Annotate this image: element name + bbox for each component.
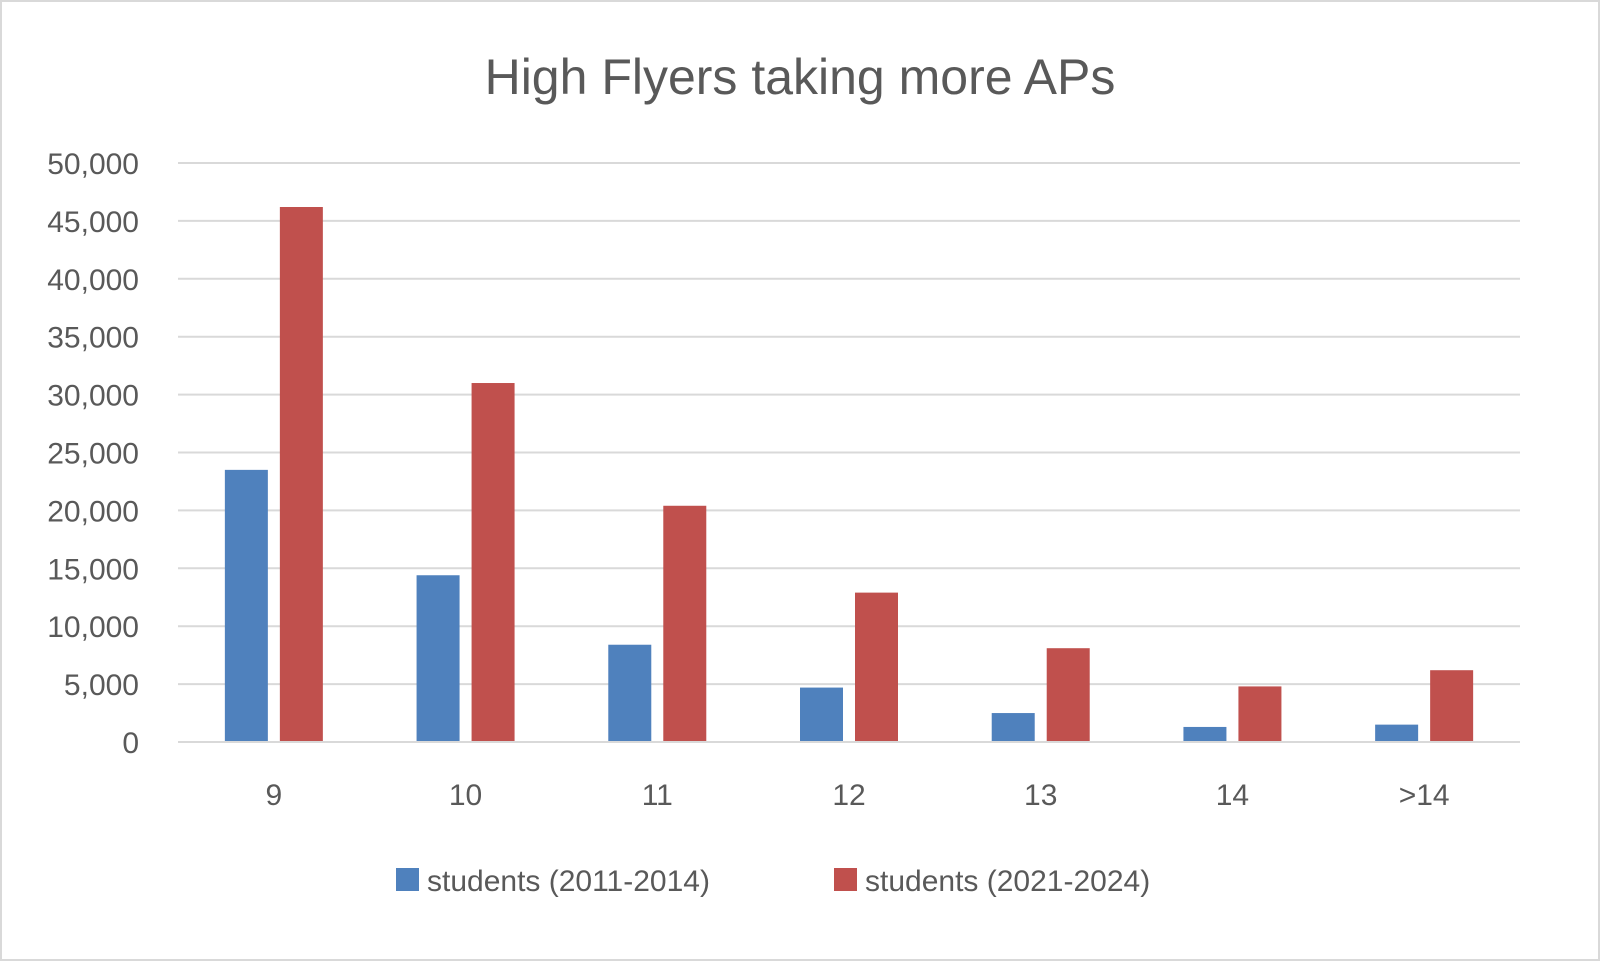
x-tick-label: 14 [1216,779,1249,812]
y-tick-label: 15,000 [47,553,139,586]
y-tick-label: 30,000 [47,380,139,413]
bars [224,207,1474,742]
bar-series-2-3 [855,592,898,742]
y-tick-label: 40,000 [47,264,139,297]
x-tick-label: 13 [1024,779,1057,812]
y-tick-label: 50,000 [47,148,139,181]
y-axis-tick-labels: 0 5,000 10,000 15,000 20,000 25,000 30,000 35,0… [47,148,139,760]
x-tick-label: 11 [642,779,673,812]
y-tick-label: 20,000 [47,495,139,528]
y-tick-label: 25,000 [47,438,139,471]
legend-swatch-1 [396,868,419,891]
bar-series-1-1 [416,575,460,742]
x-tick-label: 9 [266,779,283,812]
y-tick-label: 35,000 [47,322,139,355]
bar-series-1-4 [991,713,1035,742]
legend: students (2011-2014) students (2021-2024) [396,865,1150,898]
legend-label-1: students (2011-2014) [427,865,710,898]
x-tick-label: 10 [449,779,482,812]
x-axis-tick-labels: 9 10 11 12 13 14 >14 [266,779,1450,812]
bar-series-2-6 [1430,670,1474,742]
bar-series-2-5 [1238,686,1282,742]
bar-series-2-4 [1046,648,1090,742]
legend-label-2: students (2021-2024) [865,865,1150,898]
legend-swatch-2 [834,868,857,891]
bar-series-2-2 [663,505,707,742]
x-tick-label: >14 [1399,779,1450,812]
y-tick-label: 45,000 [47,206,139,239]
x-tick-label: 12 [832,779,865,812]
bar-series-1-6 [1375,724,1419,742]
bar-series-1-2 [608,644,652,742]
bar-series-1-3 [800,687,843,742]
y-tick-label: 10,000 [47,611,139,644]
bar-series-2-0 [279,207,323,742]
y-tick-label: 0 [122,727,139,760]
chart-title: High Flyers taking more APs [485,49,1116,105]
y-tick-label: 5,000 [64,669,139,702]
bar-series-2-1 [471,383,515,742]
bar-series-1-5 [1183,726,1227,742]
bar-series-1-0 [224,469,268,742]
gridlines [178,162,1520,686]
